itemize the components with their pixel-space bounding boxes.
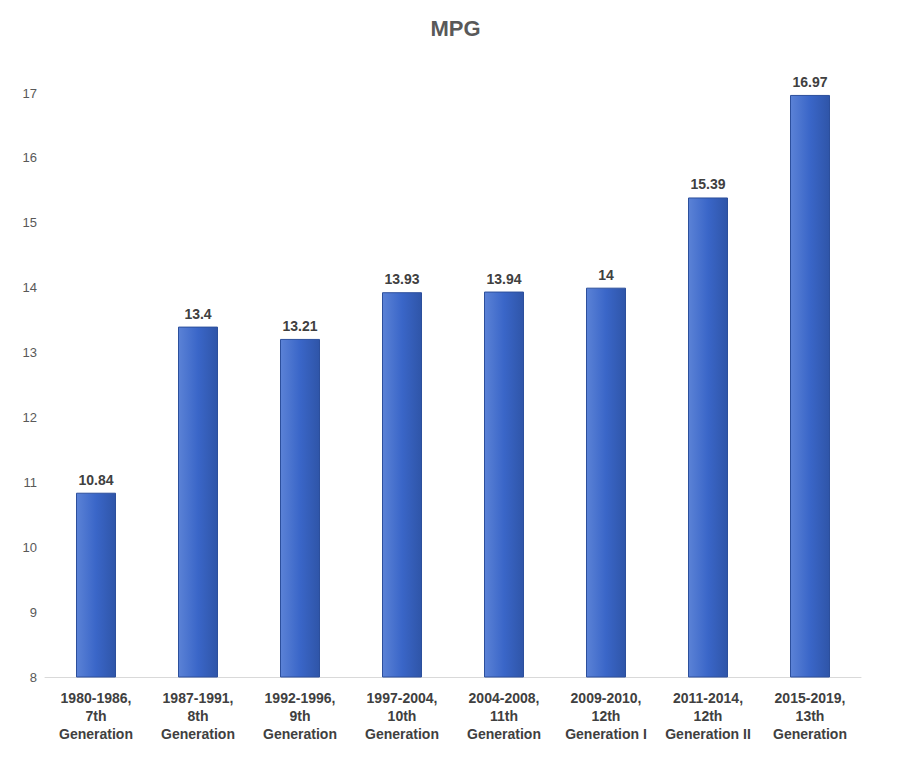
svg-text:14: 14 [23, 280, 37, 295]
svg-text:Generation: Generation [365, 726, 439, 742]
svg-text:16.97: 16.97 [792, 74, 827, 90]
svg-text:9th: 9th [290, 708, 311, 724]
svg-text:1980-1986,: 1980-1986, [61, 690, 132, 706]
svg-text:1997-2004,: 1997-2004, [367, 690, 438, 706]
svg-text:15: 15 [23, 215, 37, 230]
svg-text:8: 8 [30, 670, 37, 685]
svg-text:13.4: 13.4 [184, 306, 211, 322]
svg-text:11th: 11th [490, 708, 518, 724]
svg-text:12: 12 [23, 410, 37, 425]
svg-text:MPG: MPG [430, 16, 480, 41]
svg-text:Generation II: Generation II [665, 726, 751, 742]
svg-text:2009-2010,: 2009-2010, [571, 690, 642, 706]
svg-text:Generation I: Generation I [565, 726, 647, 742]
svg-text:Generation: Generation [263, 726, 337, 742]
svg-text:12th: 12th [592, 708, 621, 724]
svg-text:2011-2014,: 2011-2014, [673, 690, 743, 706]
svg-text:13: 13 [23, 345, 37, 360]
svg-text:15.39: 15.39 [690, 176, 725, 192]
svg-text:Generation: Generation [59, 726, 133, 742]
svg-text:13th: 13th [796, 708, 825, 724]
svg-text:13.93: 13.93 [384, 271, 419, 287]
svg-text:10: 10 [23, 540, 37, 555]
svg-text:10.84: 10.84 [78, 472, 113, 488]
svg-text:13.94: 13.94 [486, 271, 521, 287]
svg-text:11: 11 [24, 475, 38, 490]
svg-text:17: 17 [23, 86, 37, 101]
svg-text:2004-2008,: 2004-2008, [469, 690, 540, 706]
svg-text:1987-1991,: 1987-1991, [163, 690, 234, 706]
svg-text:1992-1996,: 1992-1996, [265, 690, 336, 706]
svg-text:7th: 7th [86, 708, 107, 724]
svg-text:14: 14 [598, 267, 614, 283]
svg-text:12th: 12th [694, 708, 723, 724]
svg-text:2015-2019,: 2015-2019, [775, 690, 846, 706]
svg-text:8th: 8th [188, 708, 209, 724]
svg-text:16: 16 [23, 150, 37, 165]
svg-text:13.21: 13.21 [282, 318, 317, 334]
svg-text:10th: 10th [388, 708, 417, 724]
svg-text:Generation: Generation [773, 726, 847, 742]
svg-text:Generation: Generation [467, 726, 541, 742]
svg-text:9: 9 [30, 605, 37, 620]
svg-text:Generation: Generation [161, 726, 235, 742]
